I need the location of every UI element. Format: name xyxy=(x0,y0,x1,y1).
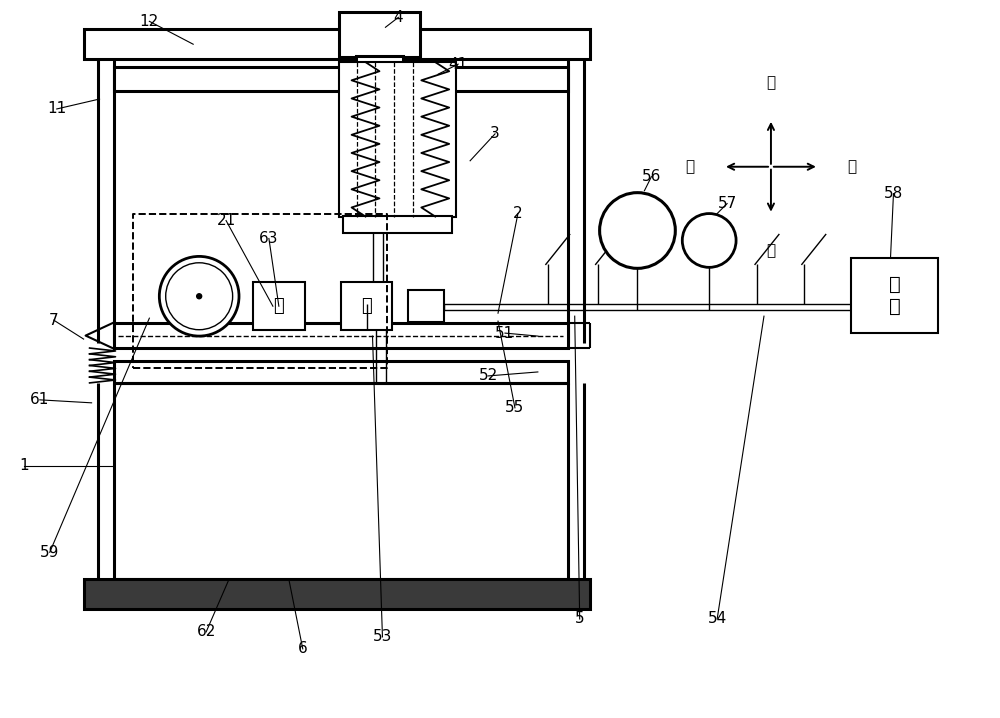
Bar xyxy=(84,579,590,609)
Bar xyxy=(408,290,444,322)
Text: 59: 59 xyxy=(40,545,59,560)
Text: 41: 41 xyxy=(449,57,468,72)
Bar xyxy=(84,29,590,59)
Bar xyxy=(851,258,938,333)
Text: 57: 57 xyxy=(717,196,737,211)
Text: 61: 61 xyxy=(30,392,49,407)
Text: 12: 12 xyxy=(140,14,159,29)
Text: 4: 4 xyxy=(394,10,403,25)
Text: 62: 62 xyxy=(196,625,216,640)
Bar xyxy=(114,323,568,348)
Text: 21: 21 xyxy=(216,213,236,228)
Text: 冲: 冲 xyxy=(273,297,284,315)
Circle shape xyxy=(600,192,675,269)
Circle shape xyxy=(159,256,239,336)
Bar xyxy=(339,62,456,217)
Text: 3: 3 xyxy=(490,126,500,141)
Text: 51: 51 xyxy=(495,325,515,340)
Bar xyxy=(343,215,452,233)
Text: 7: 7 xyxy=(49,312,59,327)
Bar xyxy=(114,361,568,383)
Text: 54: 54 xyxy=(708,612,727,627)
Text: 左: 左 xyxy=(685,159,694,174)
Text: 封: 封 xyxy=(361,297,372,315)
Text: 63: 63 xyxy=(259,231,279,246)
Text: 下: 下 xyxy=(766,243,776,258)
Text: 气
源: 气 源 xyxy=(889,275,900,316)
Text: 11: 11 xyxy=(47,101,66,116)
Circle shape xyxy=(197,294,202,299)
Bar xyxy=(356,56,403,91)
Text: 2: 2 xyxy=(513,206,523,221)
Text: 右: 右 xyxy=(847,159,857,174)
Text: 53: 53 xyxy=(373,630,392,645)
Text: 1: 1 xyxy=(19,458,29,473)
Text: 6: 6 xyxy=(298,641,308,656)
Text: 上: 上 xyxy=(766,75,776,90)
Text: 52: 52 xyxy=(478,368,498,383)
Text: 56: 56 xyxy=(642,169,661,185)
Circle shape xyxy=(166,263,233,330)
Bar xyxy=(339,12,420,57)
Text: 55: 55 xyxy=(505,401,525,415)
Circle shape xyxy=(682,213,736,267)
Text: 5: 5 xyxy=(575,612,585,627)
Bar xyxy=(341,282,392,330)
Text: 58: 58 xyxy=(884,186,903,201)
Bar xyxy=(253,282,305,330)
Bar xyxy=(114,67,568,91)
